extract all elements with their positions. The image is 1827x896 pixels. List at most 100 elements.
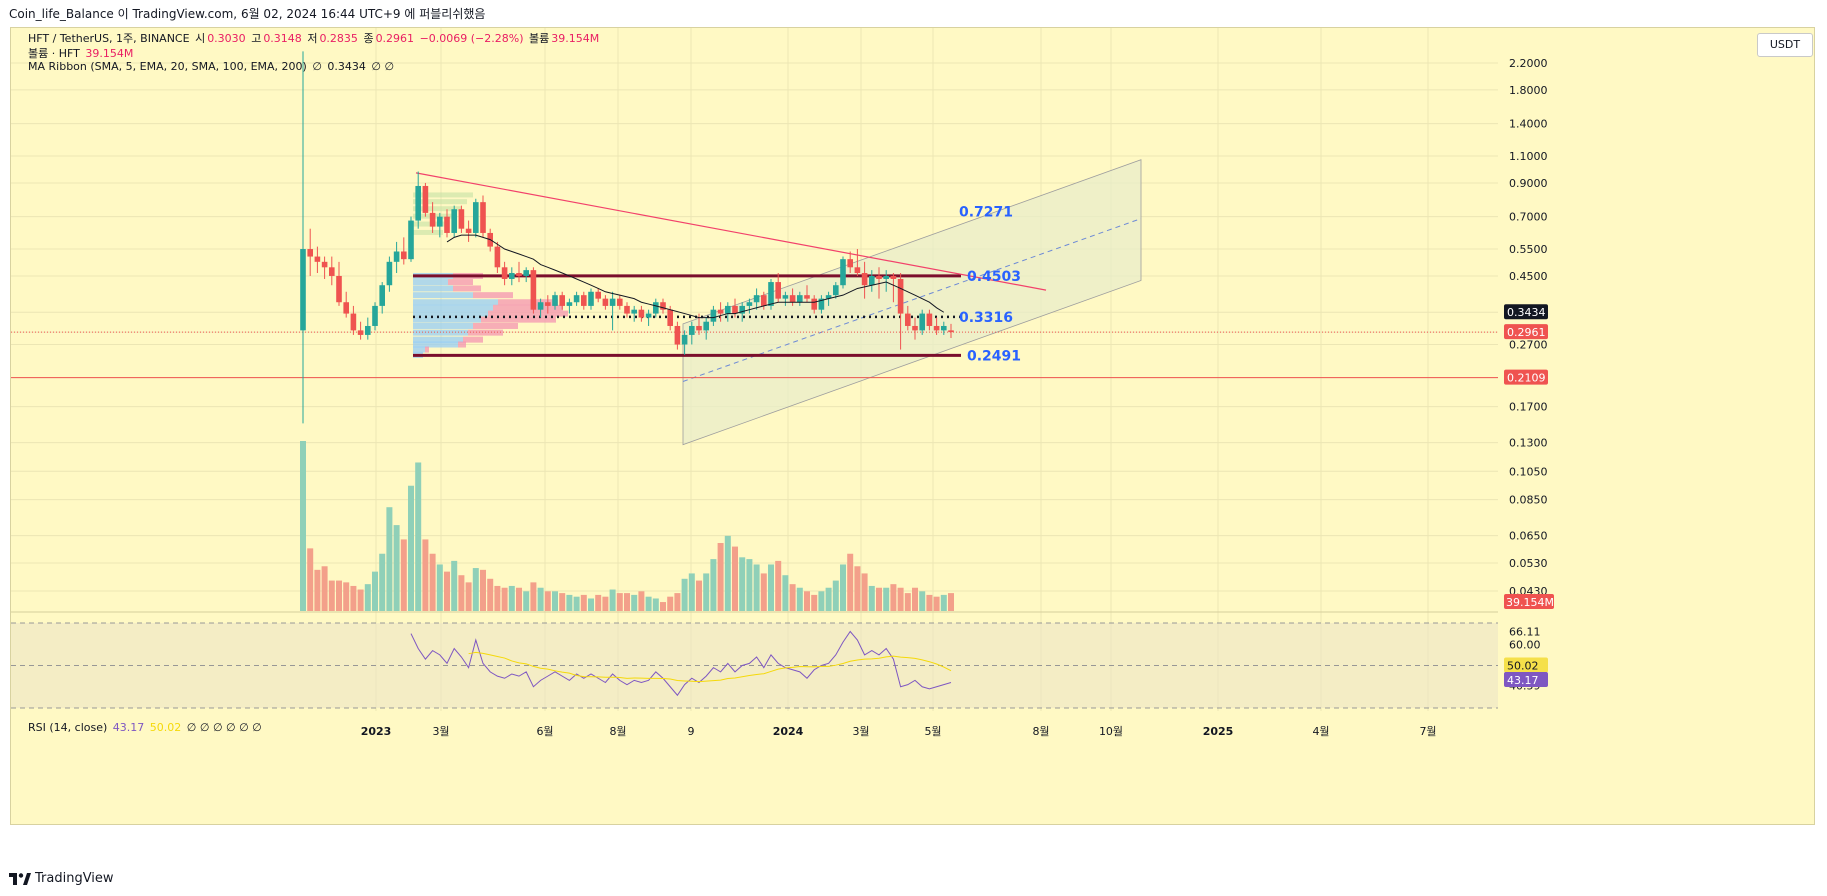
volume-bar <box>357 589 364 611</box>
volume-bar <box>933 596 940 611</box>
volume-bar <box>710 559 717 611</box>
volume-bar <box>724 535 731 611</box>
volume-bar <box>789 584 796 611</box>
volume-bar <box>717 543 724 611</box>
candle-body <box>933 325 940 331</box>
candle-body <box>321 261 328 268</box>
candle-body <box>408 220 414 260</box>
volume-profile-up <box>413 336 463 343</box>
volume-bar <box>746 559 753 611</box>
candle-body <box>307 249 313 257</box>
volume-bar <box>926 594 933 611</box>
currency-button[interactable]: USDT <box>1757 33 1813 57</box>
vol-value: 39.154M <box>551 32 600 45</box>
volume-bar <box>508 585 515 611</box>
price-axis-label: 0.5500 <box>1509 243 1548 256</box>
candle-body <box>681 334 688 345</box>
tag-ma-value: 0.3434 <box>1504 304 1548 320</box>
high-label: 고 <box>251 32 262 45</box>
candle-body <box>595 291 601 299</box>
volume-bar <box>602 596 609 611</box>
candle-body <box>588 291 594 306</box>
volume-bar <box>544 591 551 611</box>
volume-bar <box>796 587 803 611</box>
candle-body <box>739 305 745 314</box>
volume-bar <box>408 485 414 611</box>
ma-ribbon-symbol: ∅ <box>312 60 322 73</box>
candle-body <box>753 295 760 303</box>
volume-profile-up <box>413 304 493 311</box>
volume-bar <box>868 585 875 611</box>
price-tag-label: 0.2109 <box>1507 372 1546 385</box>
candle-body <box>501 267 508 279</box>
volume-bar <box>768 564 774 611</box>
candle-body <box>912 325 918 331</box>
volume-bar <box>890 584 897 611</box>
price-axis-label: 0.2700 <box>1509 339 1548 352</box>
candle-body <box>725 305 731 314</box>
volume-profile-down <box>473 292 513 299</box>
candle-body <box>948 330 954 333</box>
volume-profile-up <box>413 310 488 317</box>
candle-body <box>689 325 695 335</box>
volume-profile-down <box>425 346 429 353</box>
volume-profile-down <box>488 310 568 317</box>
volume-profile-upper <box>413 199 467 205</box>
candle-body <box>818 298 825 310</box>
candle-body <box>530 270 537 310</box>
volume-bar <box>472 568 479 611</box>
candle-body <box>897 278 904 314</box>
close-label: 종 <box>363 32 374 45</box>
volume-bar <box>458 575 465 611</box>
volume-profile-down <box>493 304 563 311</box>
candle-body <box>314 256 321 262</box>
price-tag-bg <box>1504 594 1554 609</box>
volume-bar <box>667 596 674 611</box>
volume-bar <box>811 594 818 611</box>
published-by-text: Coin_life_Balance 이 TradingView.com, 6월 … <box>9 7 486 21</box>
candle-body <box>386 261 393 286</box>
candle-body <box>710 309 717 322</box>
volume-profile-down <box>448 279 473 286</box>
volume-bar <box>588 598 594 611</box>
price-tag-bg <box>1504 657 1548 673</box>
price-tag-bg <box>1504 369 1548 385</box>
ma-ribbon-tail: ∅ ∅ <box>371 60 395 73</box>
level-label-0-2491: 0.2491 <box>967 348 1021 364</box>
price-tag-bg <box>1504 324 1548 340</box>
candle-body <box>537 302 544 310</box>
high-value: 0.3148 <box>263 32 302 45</box>
volume-bar <box>732 546 738 611</box>
volume-bar <box>307 548 314 611</box>
ma-ribbon-label: MA Ribbon (SMA, 5, EMA, 20, SMA, 100, EM… <box>28 60 307 73</box>
candle-body <box>602 298 609 306</box>
volume-bar <box>494 585 501 611</box>
volume-bar <box>948 593 954 611</box>
regression-channel <box>682 159 1142 446</box>
candle-body <box>645 313 652 318</box>
tradingview-brand: TradingView <box>35 871 114 886</box>
candle-body <box>804 295 810 299</box>
price-axis-label: 0.1700 <box>1509 401 1548 414</box>
candle-body <box>732 305 738 314</box>
tradingview-logo[interactable]: TradingView <box>9 871 114 886</box>
volume-profile-up <box>413 299 498 306</box>
candle-body <box>516 273 522 276</box>
volume-legend: 볼륨 · HFT 39.154M <box>28 45 135 61</box>
candle-body <box>465 228 472 233</box>
candle-body <box>869 275 875 286</box>
volume-bar <box>861 573 868 611</box>
level-label-0-3316: 0.3316 <box>959 310 1013 326</box>
chart-canvas[interactable]: 2.2000 1.8000 1.4000 1.1000 0.9000 0.7000 0.55… <box>11 28 1816 826</box>
symbol-legend: HFT / TetherUS, 1주, BINANCE 시 0.3030 고 0.3… <box>28 30 601 46</box>
volume-bar <box>501 587 508 611</box>
candle-body <box>552 295 558 306</box>
candle-body <box>789 295 796 303</box>
volume-profile-down <box>473 322 518 329</box>
volume-profile-up <box>413 341 458 348</box>
price-axis-label: 0.7000 <box>1509 211 1548 224</box>
volume-bar <box>897 587 904 611</box>
chart-area[interactable]: 2.2000 1.8000 1.4000 1.1000 0.9000 0.7000 0.55… <box>10 27 1815 825</box>
volume-bar <box>552 591 558 611</box>
